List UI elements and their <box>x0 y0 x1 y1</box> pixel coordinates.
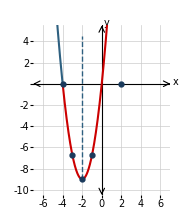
Text: x: x <box>173 77 179 87</box>
Text: y: y <box>104 18 110 28</box>
